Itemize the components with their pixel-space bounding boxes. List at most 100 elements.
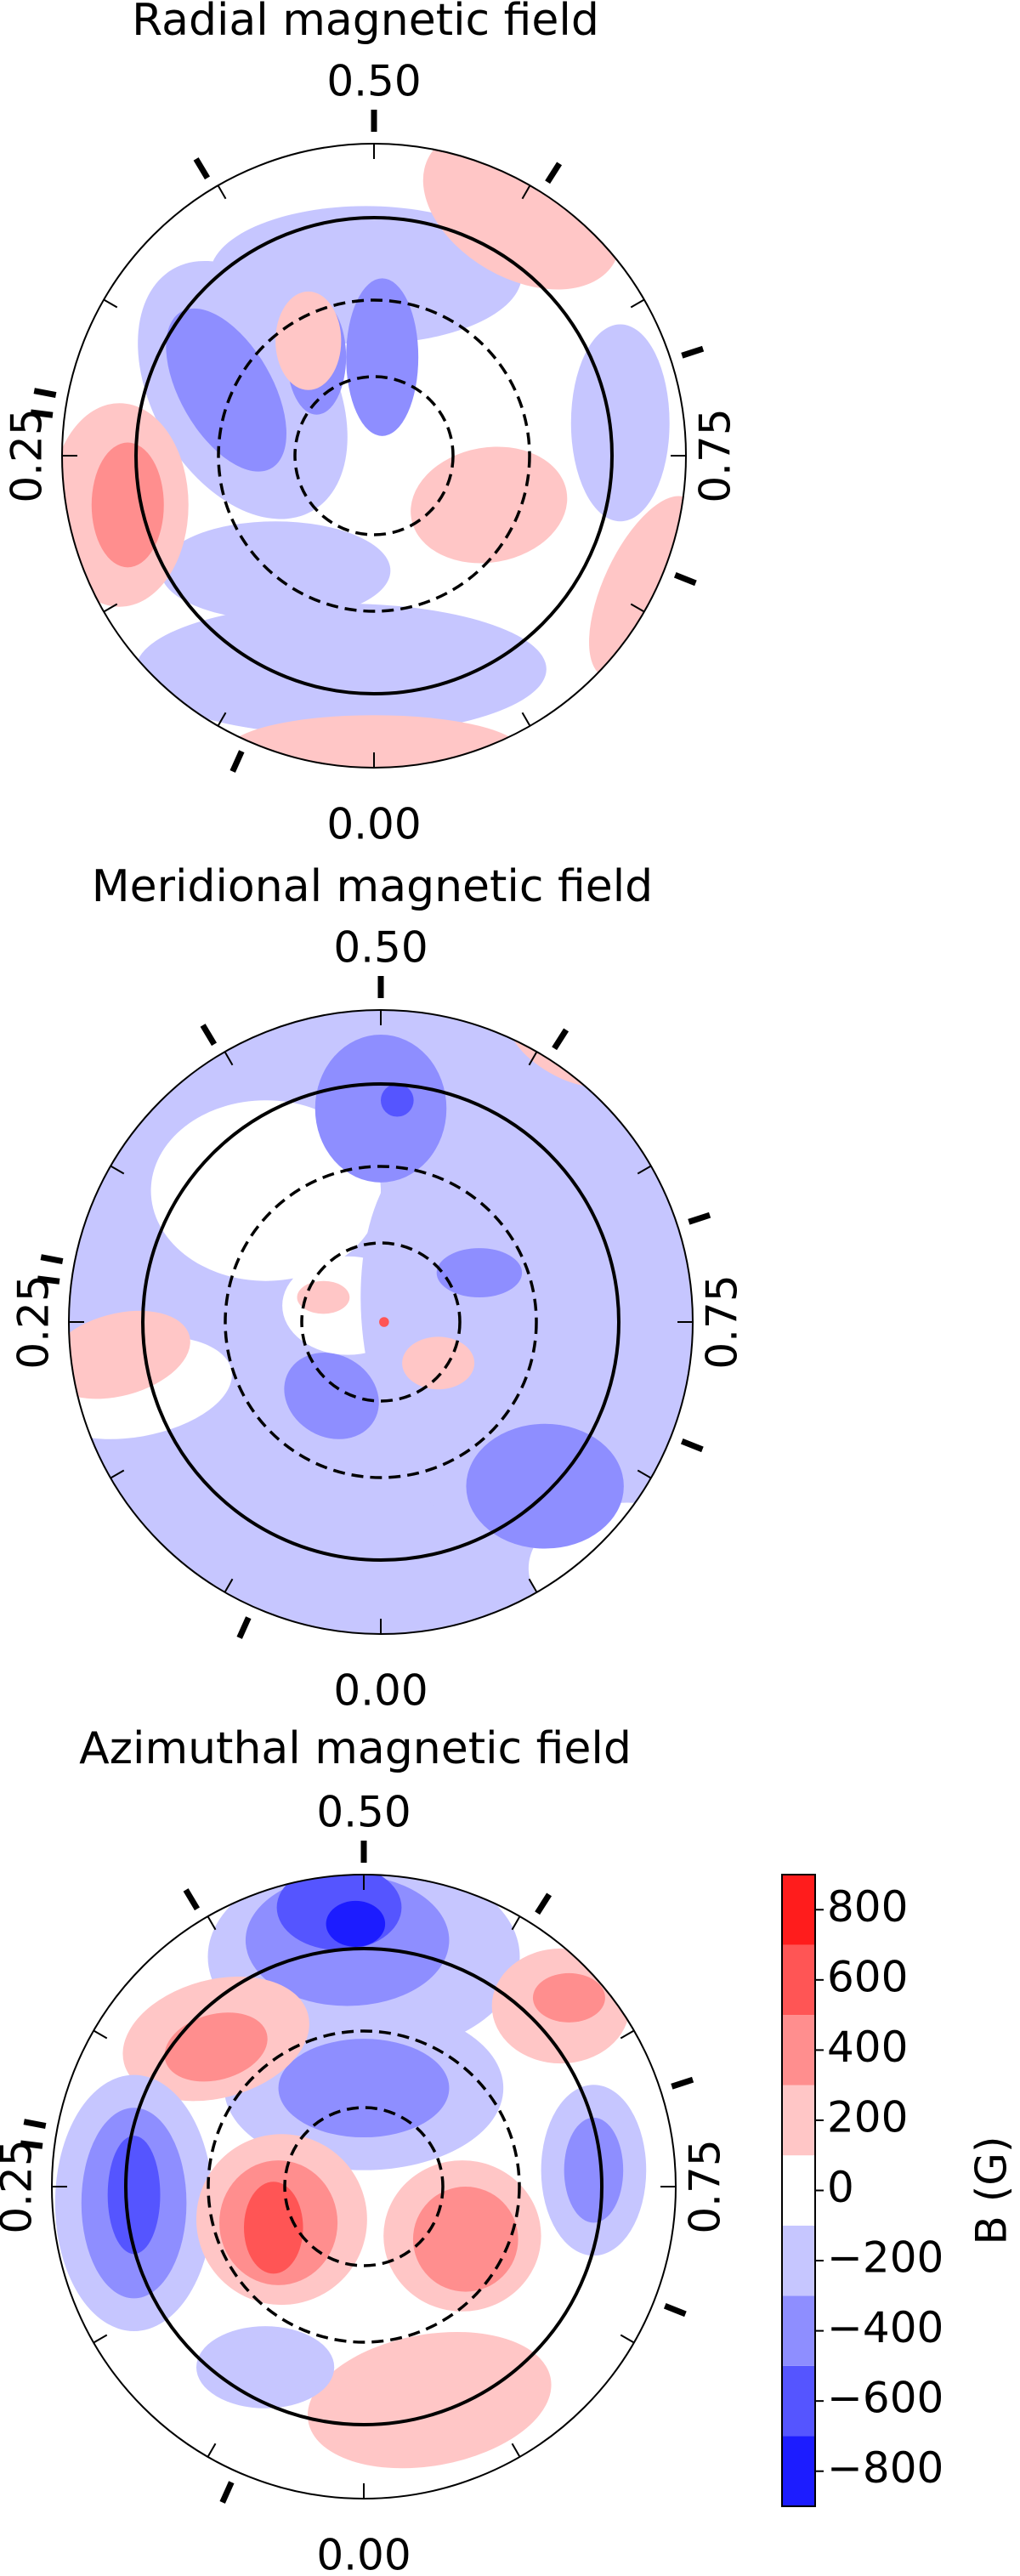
field-region	[135, 603, 547, 735]
rim-tick	[217, 712, 227, 727]
colorbar-band	[782, 2295, 815, 2366]
observed-phase	[183, 1888, 200, 1911]
field-region	[166, 308, 286, 472]
phase-label: 0.75	[691, 408, 740, 502]
phase-label: 0.25	[0, 2139, 42, 2233]
colorbar-tick-label: −400	[827, 2303, 944, 2352]
rim-tick	[103, 603, 118, 613]
rim-tick	[207, 2443, 217, 2458]
observed-phase	[40, 1254, 64, 1265]
field-region	[381, 1083, 414, 1117]
observed-phase	[663, 2303, 687, 2318]
phase-label: 0.50	[333, 923, 428, 973]
rim-tick	[103, 298, 118, 309]
observed-phase	[33, 388, 57, 399]
observed-phase	[219, 2481, 235, 2504]
field-region	[436, 1248, 523, 1298]
rim-tick	[528, 1051, 538, 1066]
latitude-dashed	[283, 2106, 445, 2267]
rim-tick	[224, 1578, 234, 1593]
rim-tick	[511, 1915, 521, 1931]
observed-phase	[193, 157, 210, 180]
field-region	[243, 2182, 303, 2274]
colorbar-band	[782, 2085, 815, 2156]
field-region	[226, 715, 522, 768]
chart-title: Azimuthal magnetic field	[79, 1723, 632, 1774]
colorbar-tick-label: 600	[827, 1952, 908, 2001]
rim-tick	[637, 1469, 652, 1479]
chart-title: Meridional magnetic field	[92, 861, 653, 912]
latitude-solid	[124, 1947, 604, 2426]
colorbar-tick-label: −800	[827, 2443, 944, 2493]
observed-phase	[535, 1892, 552, 1915]
field-region	[284, 1353, 379, 1439]
observed-phase	[236, 1616, 252, 1639]
field-region	[150, 1100, 382, 1281]
field-region	[466, 1423, 624, 1549]
rim-tick	[207, 1915, 217, 1931]
phase-label: 0.25	[9, 1274, 59, 1369]
colorbar-tick-label: −600	[827, 2374, 944, 2423]
observed-phase	[200, 1024, 217, 1047]
colorbar-band	[782, 2365, 815, 2437]
rim-tick	[110, 1469, 125, 1479]
field-blobs	[69, 1010, 693, 1634]
latitude-solid	[141, 1082, 620, 1562]
observed-phase	[688, 1211, 711, 1225]
colorbar-band	[782, 1875, 815, 1945]
field-blobs	[62, 144, 686, 768]
rim-tick	[528, 1578, 538, 1593]
colorbar-band	[782, 2155, 815, 2226]
phase-label: 0.00	[316, 2531, 411, 2576]
field-region	[164, 2012, 268, 2082]
rim-tick	[637, 1165, 652, 1175]
rim-tick	[93, 2334, 108, 2344]
latitude-dashed	[224, 1165, 538, 1479]
observed-phase	[671, 2076, 694, 2090]
field-region	[379, 1317, 389, 1327]
colorbar-label: B (G)	[967, 2136, 1017, 2245]
colorbar-band	[782, 2015, 815, 2085]
rim-tick	[110, 1165, 125, 1175]
rim-tick	[630, 298, 645, 309]
colorbar-tick-label: 0	[827, 2163, 854, 2212]
observed-phase	[680, 1438, 704, 1453]
colorbar-band	[782, 2436, 815, 2506]
rim-tick	[521, 184, 531, 200]
field-region	[107, 2136, 161, 2255]
field-region	[346, 278, 419, 436]
rim-tick	[521, 712, 531, 727]
colorbar-tick-label: −200	[827, 2233, 944, 2283]
colorbar-tick-label: 400	[827, 2023, 908, 2072]
phase-label: 0.00	[333, 1666, 428, 1716]
latitude-dashed	[217, 298, 531, 613]
latitude-dashed	[207, 2029, 521, 2344]
phase-label: 0.75	[698, 1274, 747, 1369]
latitude-dashed	[293, 375, 455, 536]
observed-phase	[230, 750, 245, 773]
observed-phase	[552, 1028, 570, 1051]
field-region	[570, 324, 670, 522]
field-map	[52, 1875, 676, 2499]
observed-phase	[673, 572, 697, 587]
rim-tick	[217, 184, 227, 200]
field-region	[402, 1336, 475, 1390]
observed-phase	[30, 409, 54, 418]
field-map	[69, 1010, 693, 1634]
field-region	[314, 1034, 447, 1183]
field-region	[564, 2117, 624, 2223]
rim-tick	[630, 603, 645, 613]
observed-phase	[545, 162, 563, 184]
field-region	[69, 1310, 190, 1399]
observed-phase	[20, 2140, 43, 2149]
rim-tick	[224, 1051, 234, 1066]
field-region	[307, 2331, 552, 2469]
colorbar-tick-label: 800	[827, 1882, 908, 1932]
field-region	[532, 1972, 605, 2023]
field-region	[412, 2187, 518, 2292]
rim-tick	[620, 2029, 635, 2040]
field-region	[326, 1900, 386, 1947]
latitude-dashed	[300, 1241, 462, 1403]
observed-phase	[681, 345, 705, 359]
